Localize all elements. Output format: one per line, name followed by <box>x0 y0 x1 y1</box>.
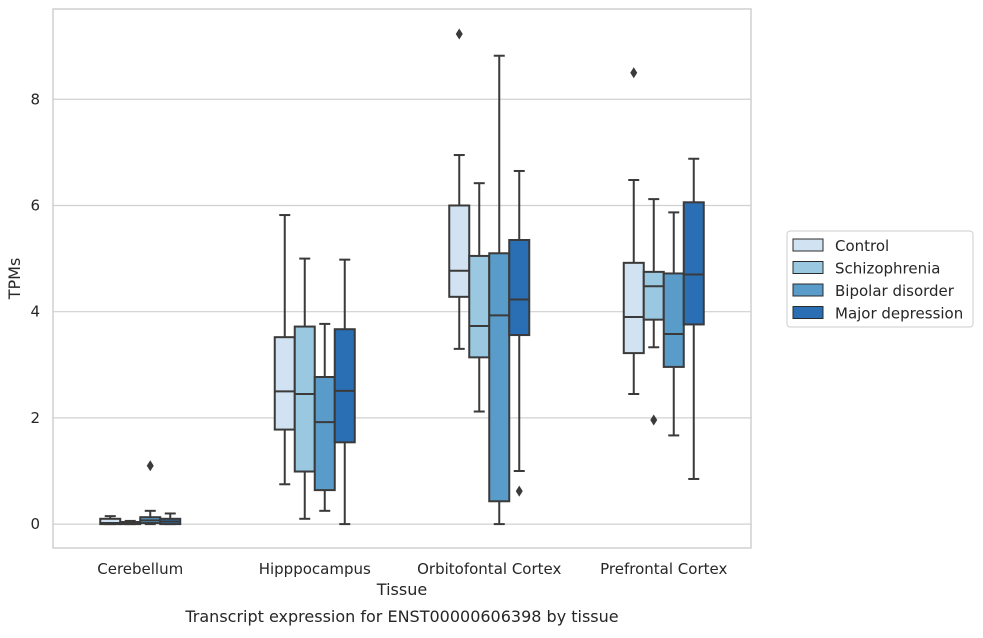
legend-swatch <box>792 261 824 274</box>
box-schizophrenia <box>642 198 665 426</box>
y-tick-label: 8 <box>30 90 40 108</box>
y-tick-label: 0 <box>30 515 40 533</box>
x-tick-label: Prefrontal Cortex <box>600 560 727 578</box>
legend: Control Schizophrenia Bipolar disorder Majo… <box>786 230 974 328</box>
legend-swatch <box>792 238 824 252</box>
x-tick-label: Hipppocampus <box>259 560 371 578</box>
chart-caption: Transcript expression for ENST0000060639… <box>184 607 618 626</box>
box-bipolar-disorder <box>488 54 511 526</box>
x-tick-label: Cerebellum <box>97 560 183 578</box>
box-major-depression <box>159 512 182 526</box>
box-iqr <box>273 336 296 431</box>
box-iqr <box>293 325 316 473</box>
box-schizophrenia <box>119 519 142 526</box>
y-tick-label: 4 <box>30 303 40 321</box>
box-control <box>99 515 122 526</box>
box-iqr <box>468 254 491 359</box>
box-bipolar-disorder <box>313 322 336 512</box>
box-iqr <box>488 252 511 503</box>
box-iqr <box>642 270 665 321</box>
legend-label: Bipolar disorder <box>835 282 955 300</box>
legend-label: Major depression <box>835 305 963 323</box>
box-schizophrenia <box>293 257 316 520</box>
box-series-layer <box>99 28 705 526</box>
y-axis-title: TPMs <box>5 258 24 301</box>
plot-area-frame <box>52 8 752 549</box>
legend-frame <box>786 230 974 328</box>
box-major-depression <box>508 169 531 497</box>
y-tick-label: 6 <box>30 196 40 214</box>
box-control <box>273 214 296 486</box>
legend-label: Control <box>835 237 889 255</box>
x-tick-labels: Cerebellum Hipppocampus Orbitofontal Corte… <box>97 560 727 578</box>
outlier-point <box>630 67 638 79</box>
outlier-point <box>146 460 154 472</box>
box-iqr <box>333 328 356 444</box>
box-iqr <box>662 272 685 368</box>
box-control <box>622 67 645 395</box>
box-major-depression <box>333 258 356 526</box>
box-iqr <box>313 376 336 492</box>
box-iqr <box>508 239 531 337</box>
outlier-point <box>650 414 658 426</box>
box-iqr <box>622 261 645 355</box>
box-bipolar-disorder <box>662 211 685 437</box>
box-iqr <box>448 204 471 298</box>
outlier-point <box>455 28 463 40</box>
y-tick-label: 2 <box>30 409 40 427</box>
legend-swatch <box>792 306 824 319</box>
y-tick-labels: 0 2 4 6 8 <box>30 90 40 533</box>
legend-label: Schizophrenia <box>835 260 940 278</box>
box-major-depression <box>682 157 705 480</box>
box-bipolar-disorder <box>139 460 162 526</box>
legend-swatch <box>792 283 824 297</box>
x-axis-title: Tissue <box>376 580 427 599</box>
box-control <box>448 28 471 350</box>
x-tick-label: Orbitofontal Cortex <box>417 560 561 578</box>
box-schizophrenia <box>468 182 491 413</box>
box-iqr <box>682 201 705 326</box>
outlier-point <box>515 485 523 497</box>
